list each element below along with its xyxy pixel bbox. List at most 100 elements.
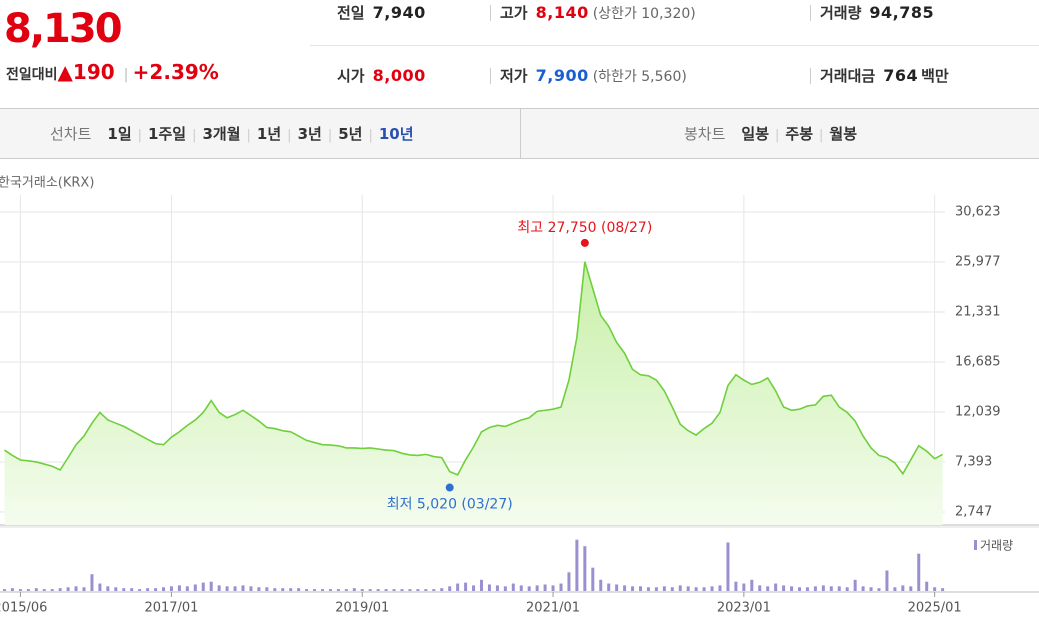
tab[interactable]: 3개월	[202, 125, 241, 143]
volume-bar	[328, 589, 332, 591]
source: 한국거래소(KRX)	[0, 176, 94, 191]
field-value: 7,900	[535, 66, 589, 85]
volume-bar	[384, 589, 388, 591]
legend-label: 거래량	[980, 539, 1013, 553]
volume-bar	[464, 582, 468, 591]
volume-bar	[440, 588, 444, 591]
volume-bar	[392, 589, 396, 591]
tab-group-label: 선차트	[50, 125, 92, 143]
volume-bar	[631, 586, 635, 591]
volume-bar	[829, 586, 833, 591]
volume-bar	[408, 589, 412, 591]
low: 저가 7,900 (하한가 5,560)	[500, 65, 687, 86]
volume: 거래량 94,785	[820, 2, 934, 23]
tab[interactable]: 주봉	[785, 125, 814, 143]
tab[interactable]: 5년	[338, 125, 363, 143]
volume-bar	[185, 586, 189, 591]
volume-bar	[249, 586, 253, 591]
volume-bar	[686, 586, 690, 591]
x-tick-label: 2019/01	[335, 601, 389, 616]
volume-bar	[313, 589, 317, 591]
volume-bar	[559, 583, 563, 591]
volume-bar	[257, 587, 261, 591]
volume-bar	[662, 586, 666, 591]
volume-bar	[193, 584, 197, 591]
volume-bar	[487, 584, 491, 591]
field-label: 저가	[500, 67, 528, 85]
volume-bar	[472, 585, 476, 591]
tab[interactable]: 일봉	[741, 125, 770, 143]
volume-bar	[782, 585, 786, 591]
volume-bar	[615, 584, 619, 591]
volume-bar	[297, 588, 301, 591]
volume-bar	[718, 585, 722, 591]
volume-bar	[146, 588, 150, 591]
x-tick-label: 2021/01	[526, 601, 580, 616]
y-tick-label: 30,623	[955, 205, 1001, 220]
tab[interactable]: 1년	[256, 125, 282, 143]
tab[interactable]: 10년	[378, 125, 414, 143]
volume-bar	[416, 589, 420, 591]
volume-bar	[909, 586, 913, 591]
volume-bar	[734, 581, 738, 591]
legend-swatch	[974, 540, 977, 550]
field-value: 8,000	[372, 66, 426, 85]
volume-bar	[281, 588, 285, 591]
price-line	[4, 261, 943, 476]
y-tick-label: 21,331	[955, 305, 1001, 320]
line-tabs: 선차트 1일 | 1주일 | 3개월 | 1년 | 3년 | 5년 | 10년	[44, 123, 420, 144]
volume-bar	[352, 588, 356, 591]
volume-bar	[225, 586, 229, 591]
volume-bar	[869, 587, 873, 591]
volume-bar	[177, 585, 181, 591]
volume-bar	[495, 585, 499, 591]
volume-bar	[10, 588, 14, 591]
y-tick-label: 12,039	[955, 405, 1001, 420]
volume-bar	[503, 586, 507, 591]
volume-bar	[42, 589, 46, 591]
volume-bar	[273, 588, 277, 591]
volume-bar	[130, 588, 134, 591]
volume-bar	[90, 574, 94, 591]
change-arrow: ▲	[57, 60, 73, 84]
volume-bar	[138, 589, 142, 591]
volume-bar	[344, 589, 348, 591]
volume-bar	[750, 579, 754, 591]
volume-bar	[575, 539, 579, 591]
volume-bar	[758, 585, 762, 591]
row-divider	[310, 45, 1039, 46]
tab[interactable]: 3년	[297, 125, 322, 143]
tab[interactable]: 월봉	[829, 125, 858, 143]
tab[interactable]: 1주일	[148, 125, 187, 143]
field-label: 전일	[337, 4, 365, 22]
field-value: 8,140	[535, 3, 589, 22]
volume-bar	[821, 585, 825, 591]
high: 고가 8,140 (상한가 10,320)	[500, 2, 696, 23]
volume-bar	[456, 583, 460, 591]
volume-bar	[726, 542, 730, 591]
volume-bar	[376, 589, 380, 591]
volume-bar	[34, 588, 38, 591]
volume-bar	[26, 589, 30, 591]
y-tick-label: 7,393	[955, 455, 992, 470]
volume-bar	[50, 589, 54, 591]
volume-bar	[813, 586, 817, 591]
volume-bar	[154, 588, 158, 591]
volume-bar	[368, 589, 372, 591]
tab[interactable]: 1일	[107, 125, 132, 143]
field-label: 거래량	[820, 4, 862, 22]
volume-bar	[424, 589, 428, 591]
price-area	[4, 261, 943, 525]
volume-bar	[925, 581, 929, 591]
volume-bar	[607, 583, 611, 591]
field-unit: 백만	[921, 67, 949, 85]
change-value: 190	[72, 60, 115, 84]
volume-bar	[169, 586, 173, 591]
x-tick-label: 2023/01	[717, 601, 771, 616]
volume-bar	[511, 583, 515, 591]
volume-bar	[845, 587, 849, 591]
volume-bar	[106, 586, 110, 591]
volume-bar	[480, 579, 483, 591]
volume-bar	[432, 589, 436, 591]
